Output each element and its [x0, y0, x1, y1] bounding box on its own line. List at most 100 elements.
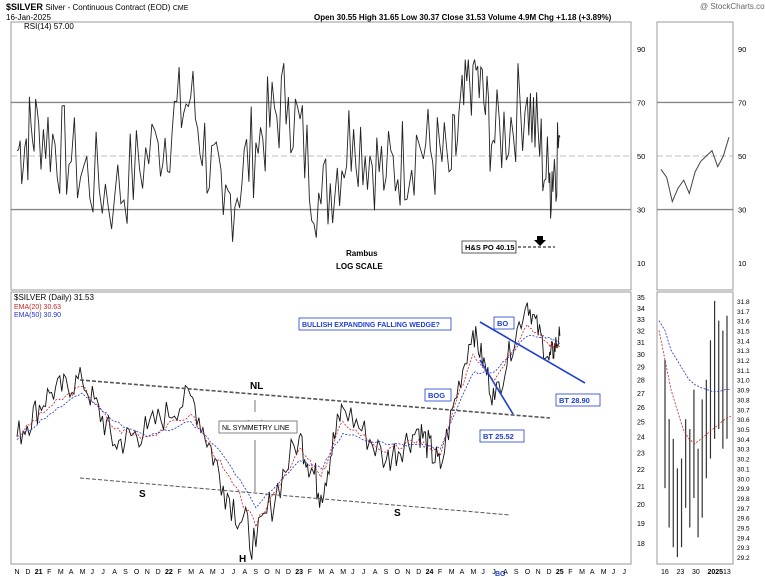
x-axis-label: M [58, 569, 64, 576]
price-tick-label: 26 [637, 405, 645, 412]
x-axis-label: A [112, 569, 117, 576]
bt2-label: BT 28.90 [559, 396, 590, 405]
wedge-box [298, 317, 452, 331]
side-price-tick-label: 31.8 [737, 299, 750, 306]
side-price-tick-label: 29.2 [737, 555, 750, 562]
x-axis-label: D [286, 569, 291, 576]
price-tick-label: 35 [637, 295, 645, 302]
price-tick-label: 32 [637, 328, 645, 335]
nl-label: NL [250, 381, 263, 392]
price-label: $SILVER (Daily) 31.53 [14, 293, 94, 302]
quote-line: Open 30.55 High 31.65 Low 30.37 Close 31… [314, 13, 612, 22]
x-axis-label: 22 [165, 569, 173, 576]
x-axis-label: J [101, 569, 105, 576]
wedge-bottom-line [479, 359, 514, 415]
x-axis-label: F [177, 569, 181, 576]
neckline [79, 379, 551, 419]
side-price-tick-label: 31.5 [737, 328, 750, 335]
price-tick-labels: 35 34 33 32 31 30 29 28 27 26 25 24 23 22 21 20 19 18 [637, 295, 645, 548]
side-price-tick-label: 30.5 [737, 427, 750, 434]
log-scale-label: LOG SCALE [336, 262, 383, 271]
x-axis-label: 23 [295, 569, 303, 576]
x-axis-label: M [340, 569, 346, 576]
price-tick-label: 29 [637, 365, 645, 372]
x-axis-label: N [405, 569, 410, 576]
x-axis-label: M [319, 569, 325, 576]
x-axis-label: M [188, 569, 194, 576]
x-axis-label: D [25, 569, 30, 576]
x-axis-label: J [481, 569, 485, 576]
x-axis-label: F [308, 569, 312, 576]
x-axis-label: S [123, 569, 128, 576]
x-axis-label: S [253, 569, 258, 576]
x-axis-label: M [579, 569, 585, 576]
rsi-series-line [16, 59, 561, 242]
rambus-label: Rambus [346, 249, 378, 258]
left-shoulder-label: S [139, 489, 146, 500]
x-axis-label: O [134, 569, 140, 576]
head-label: H [239, 554, 246, 565]
wedge-top-line [479, 321, 586, 384]
header-date: 16-Jan-2025 [6, 13, 51, 22]
side-price-tick-label: 29.4 [737, 535, 750, 542]
x-axis-label: M [601, 569, 607, 576]
x-axis-label: N [275, 569, 280, 576]
price-series-line [16, 302, 561, 560]
price-tick-label: 27 [637, 391, 645, 398]
price-tick-label: 30 [637, 352, 645, 359]
symbol-title: $SILVER Silver - Continuous Contract (EO… [6, 2, 189, 12]
side-x-axis-label: 13 [723, 569, 731, 576]
side-price-tick-label: 30.6 [737, 417, 750, 424]
hs-po-label: H&S PO 40.15 [465, 243, 515, 252]
x-axis-label: O [525, 569, 531, 576]
side-rsi-tick-labels: 90 70 50 30 10 [738, 45, 746, 268]
side-price-tick-label: 31.7 [737, 309, 750, 316]
side-price-tick-label: 31.1 [737, 368, 750, 375]
price-tick-label: 18 [637, 541, 645, 548]
x-axis-label: F [568, 569, 572, 576]
x-axis-label: M [449, 569, 455, 576]
bt1-label: BT 25.52 [483, 432, 514, 441]
symmetry-line [247, 400, 263, 492]
x-axis-label: A [243, 569, 248, 576]
side-x-axis-labels: 16 23 30 2025 13 [661, 569, 731, 576]
side-price-tick-label: 31.4 [737, 338, 750, 345]
rsi-tick-label: 10 [637, 259, 645, 268]
price-tick-label: 20 [637, 502, 645, 509]
bt1-box [479, 429, 525, 443]
x-axis-label: F [438, 569, 442, 576]
rsi-grid [11, 101, 733, 211]
side-price-tick-label: 29.9 [737, 486, 750, 493]
x-axis-label: A [69, 569, 74, 576]
rsi-tick-label: 70 [637, 98, 645, 107]
side-price-tick-label: 31.0 [737, 378, 750, 385]
wedge-label: BULLISH EXPANDING FALLING WEDGE? [302, 322, 440, 329]
x-axis-label: J [612, 569, 616, 576]
price-tick-label: 22 [637, 467, 645, 474]
side-price-tick-label: 30.3 [737, 447, 750, 454]
x-axis-label: M [80, 569, 86, 576]
side-x-axis-label: 30 [692, 569, 700, 576]
price-tick-label: 21 [637, 484, 645, 491]
side-price-tick-label: 31.2 [737, 358, 750, 365]
side-price-tick-label: 30.9 [737, 388, 750, 395]
price-tick-label: 33 [637, 317, 645, 324]
x-axis-label: A [460, 569, 465, 576]
side-price-tick-label: 30.7 [737, 407, 750, 414]
rsi-label: RSI(14) 57.00 [24, 22, 74, 31]
ema20-label: EMA(20) 30.63 [14, 304, 61, 311]
right-shoulder-label: S [394, 508, 401, 519]
side-price-tick-label: 29.3 [737, 545, 750, 552]
price-tick-label: 28 [637, 378, 645, 385]
x-axis-label: M [210, 569, 216, 576]
side-rsi-tick-label: 90 [738, 45, 746, 54]
ema50-line [16, 334, 560, 509]
rsi-tick-label: 30 [637, 206, 645, 215]
price-tick-label: 19 [637, 521, 645, 528]
price-tick-label: 31 [637, 340, 645, 347]
side-price-tick-label: 30.8 [737, 397, 750, 404]
x-axis-label: J [351, 569, 355, 576]
x-axis-label: F [47, 569, 51, 576]
side-price-tick-label: 30.4 [737, 437, 750, 444]
